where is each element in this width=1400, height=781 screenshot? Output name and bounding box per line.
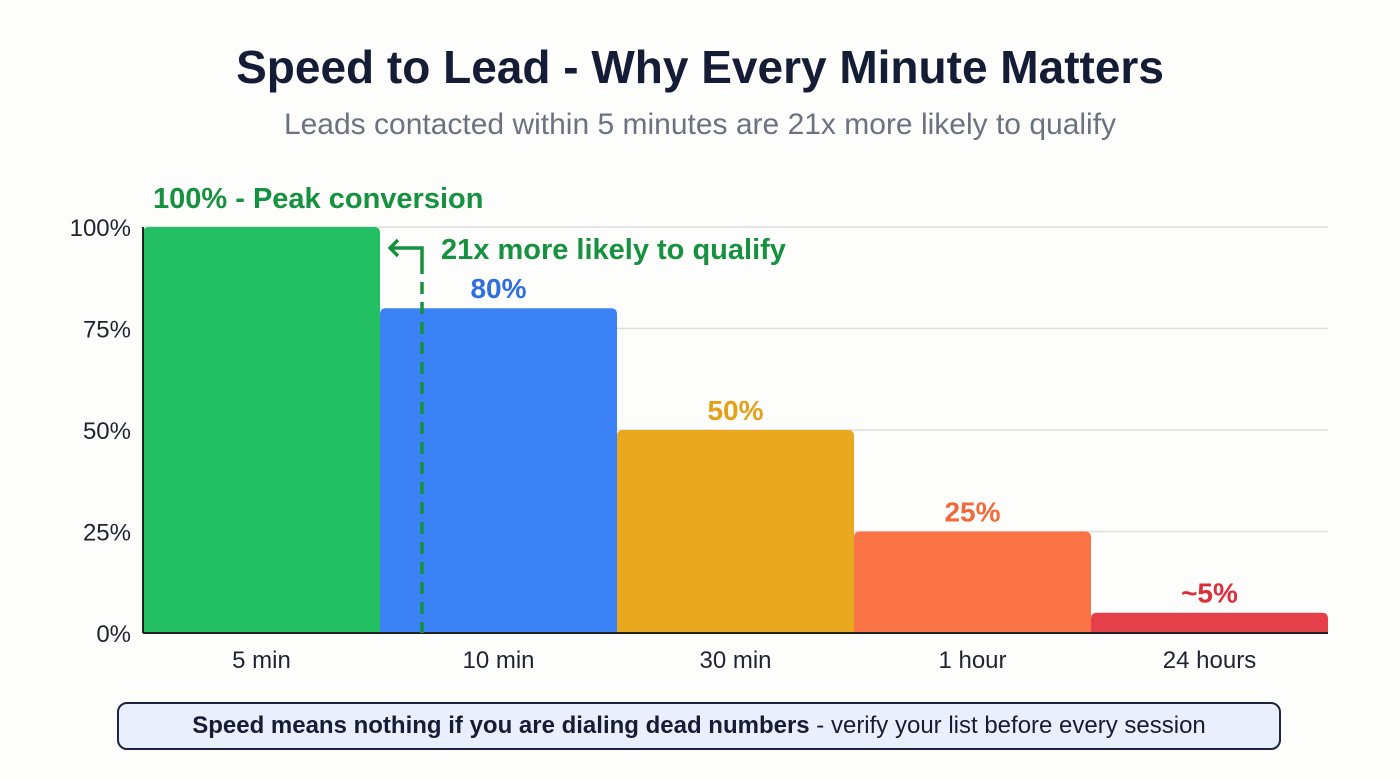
bar-30-min [617, 430, 854, 633]
x-tick-label: 30 min [699, 647, 771, 674]
x-tick-label: 10 min [462, 647, 534, 674]
data-label: 80% [470, 273, 526, 304]
x-tick-label: 1 hour [938, 647, 1006, 674]
bar-10-min [380, 308, 617, 633]
data-label: 25% [944, 497, 1000, 528]
y-tick-label: 100% [70, 215, 131, 242]
y-tick-label: 50% [83, 418, 131, 445]
footer-callout: Speed means nothing if you are dialing d… [117, 702, 1281, 750]
footer-bold-text: Speed means nothing if you are dialing d… [192, 712, 810, 739]
data-label: 50% [707, 395, 763, 426]
footer-text: - verify your list before every session [809, 712, 1206, 739]
bar-1-hour [854, 531, 1091, 633]
bar-24-hours [1091, 612, 1328, 633]
x-tick-label: 24 hours [1163, 647, 1256, 674]
data-label: 100% - Peak conversion [153, 183, 483, 215]
chart-title: Speed to Lead - Why Every Minute Matters [236, 41, 1164, 93]
data-label: ~5% [1181, 578, 1238, 609]
chart-subtitle: Leads contacted within 5 minutes are 21x… [283, 108, 1117, 141]
y-tick-label: 25% [83, 520, 131, 547]
bar-5-min [143, 227, 380, 633]
y-tick-label: 0% [96, 621, 131, 648]
arrow-left-icon [387, 238, 424, 262]
y-tick-label: 75% [83, 317, 131, 344]
x-tick-label: 5 min [232, 647, 291, 674]
annotation-label: 21x more likely to qualify [441, 234, 786, 266]
